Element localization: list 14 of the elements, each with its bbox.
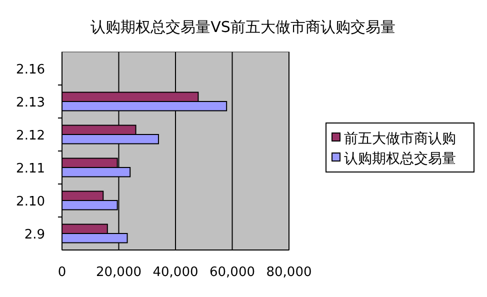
y-tick-label: 2.10 bbox=[16, 194, 45, 210]
y-tick-label: 2.16 bbox=[16, 62, 45, 78]
y-tick-label: 2.11 bbox=[16, 162, 45, 176]
y-tick-label: 2.13 bbox=[16, 96, 45, 110]
chart-title: 认购期权总交易量VS前五大做市商认购交易量 bbox=[90, 18, 396, 36]
legend-label: 认购期权总交易量 bbox=[344, 151, 456, 167]
x-tick-label: 60,000 bbox=[210, 265, 255, 280]
x-tick-label: 20,000 bbox=[96, 265, 142, 280]
x-tick-label: 40,000 bbox=[152, 265, 198, 280]
y-tick-label: 2.9 bbox=[24, 228, 45, 242]
x-tick-label: 80,000 bbox=[266, 265, 312, 280]
x-tick-label: 0 bbox=[58, 265, 66, 280]
legend-label: 前五大做市商认购 bbox=[344, 131, 456, 147]
y-tick-label: 2.12 bbox=[16, 128, 45, 144]
